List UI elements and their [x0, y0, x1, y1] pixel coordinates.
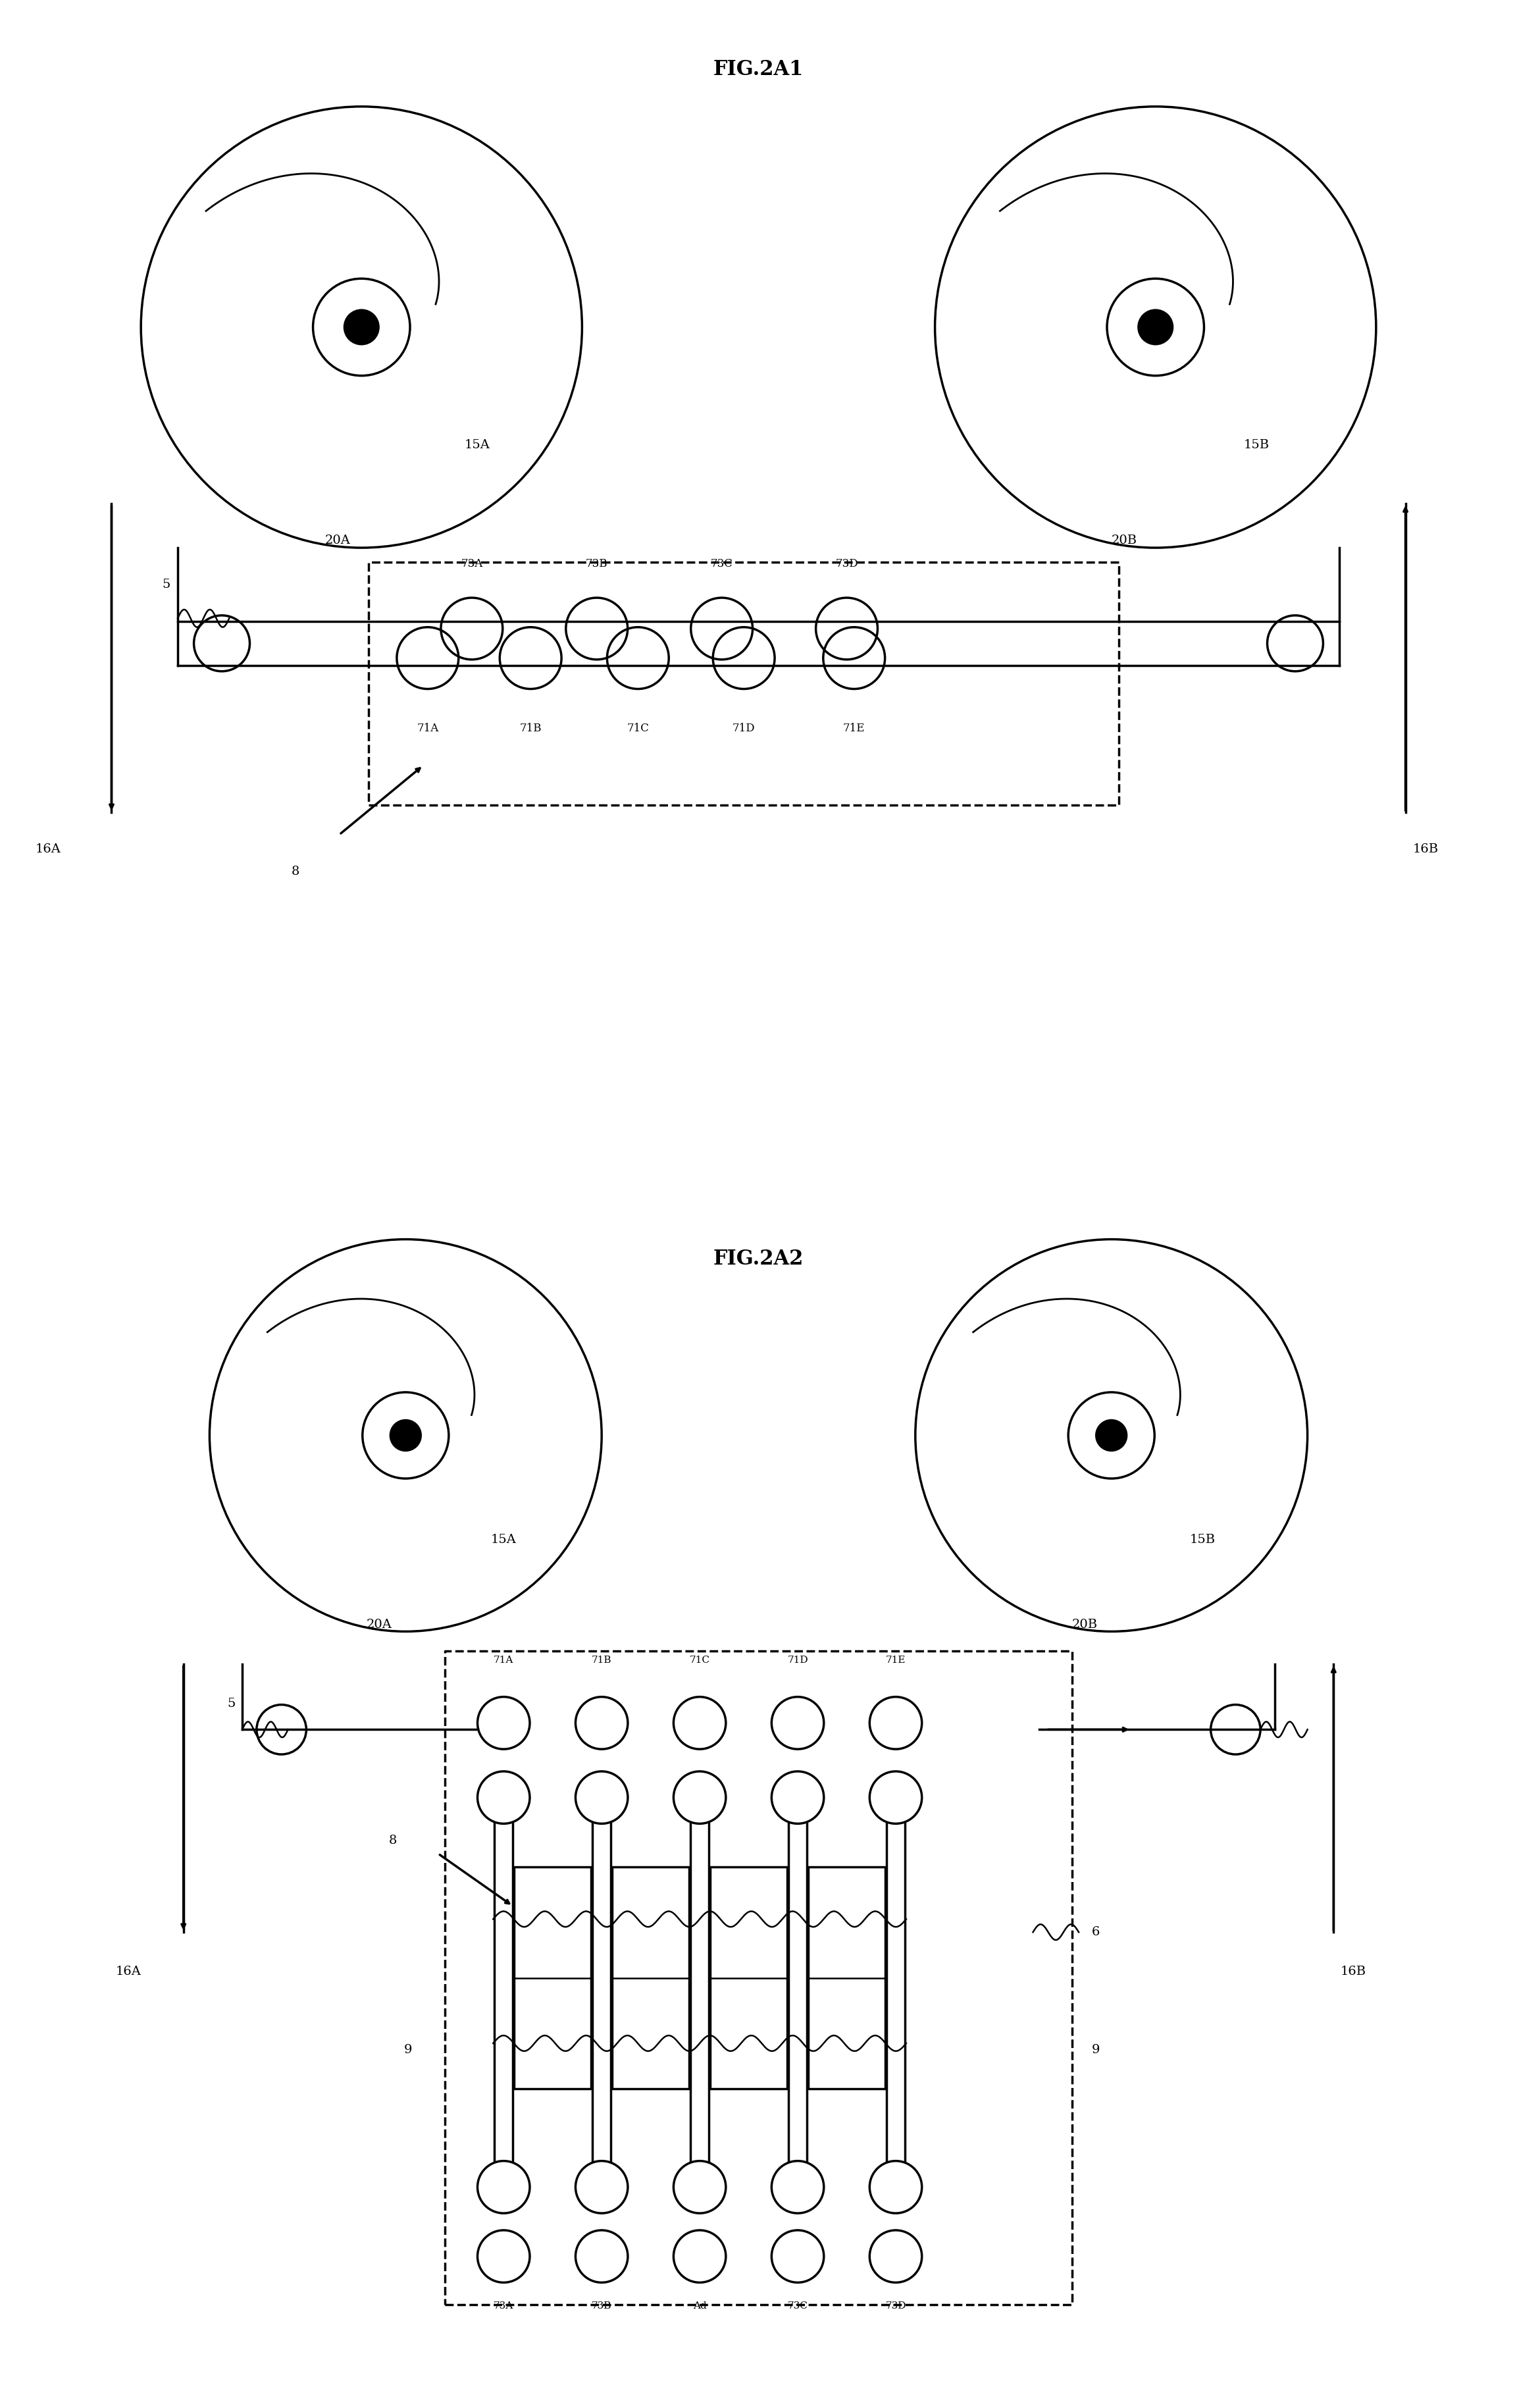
Text: 9: 9	[1092, 2044, 1100, 2056]
Text: 9: 9	[404, 2044, 413, 2056]
Text: 73C: 73C	[710, 559, 733, 571]
Text: Ad: Ad	[693, 2302, 707, 2312]
Text: 71A: 71A	[493, 1657, 514, 1664]
Text: 5: 5	[228, 1698, 235, 1710]
Bar	[613, 1866, 689, 2090]
Text: 15B: 15B	[1244, 438, 1270, 450]
Text: 73A: 73A	[493, 2302, 514, 2312]
Bar	[514, 1866, 592, 2090]
Text: 8: 8	[388, 1835, 396, 1847]
Circle shape	[390, 1421, 420, 1450]
Text: FIG.2A1: FIG.2A1	[713, 60, 804, 79]
Circle shape	[344, 311, 378, 344]
Text: 20B: 20B	[1073, 1618, 1098, 1630]
Text: 5: 5	[162, 578, 170, 590]
Text: 73B: 73B	[586, 559, 608, 571]
Bar	[710, 1866, 787, 2090]
Text: 71C: 71C	[690, 1657, 710, 1664]
Text: 71C: 71C	[627, 722, 649, 734]
Text: 20A: 20A	[367, 1618, 391, 1630]
Text: 71B: 71B	[592, 1657, 611, 1664]
Text: 16B: 16B	[1412, 843, 1438, 855]
Text: 16B: 16B	[1340, 1965, 1365, 1977]
Circle shape	[1139, 311, 1173, 344]
Text: 73D: 73D	[886, 2302, 906, 2312]
Text: FIG.2A2: FIG.2A2	[713, 1250, 804, 1269]
Text: 73C: 73C	[787, 2302, 809, 2312]
Text: 71B: 71B	[519, 722, 542, 734]
Text: 15A: 15A	[490, 1534, 516, 1546]
Text: 20B: 20B	[1112, 535, 1138, 547]
Circle shape	[1097, 1421, 1127, 1450]
Text: 20A: 20A	[325, 535, 350, 547]
Text: 73B: 73B	[592, 2302, 611, 2312]
Text: 8: 8	[291, 864, 299, 877]
Text: 71D: 71D	[733, 722, 755, 734]
Text: 15A: 15A	[464, 438, 490, 450]
Text: 71E: 71E	[886, 1657, 906, 1664]
Bar	[809, 1866, 886, 2090]
Text: 71E: 71E	[843, 722, 865, 734]
Text: 71A: 71A	[417, 722, 438, 734]
Text: 71D: 71D	[787, 1657, 809, 1664]
Text: 16A: 16A	[115, 1965, 141, 1977]
Text: 16A: 16A	[35, 843, 61, 855]
Text: 6: 6	[1092, 1926, 1100, 1938]
Text: 15B: 15B	[1189, 1534, 1215, 1546]
Text: 73A: 73A	[461, 559, 482, 571]
Text: 73D: 73D	[836, 559, 859, 571]
